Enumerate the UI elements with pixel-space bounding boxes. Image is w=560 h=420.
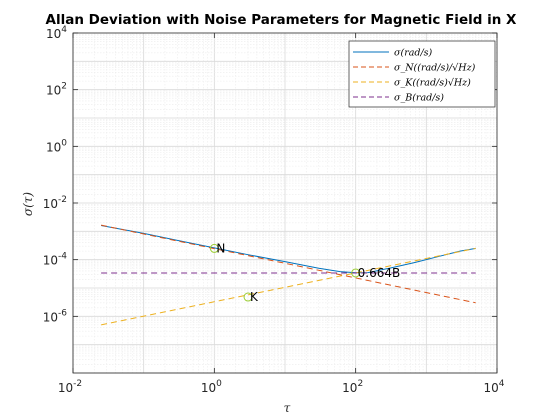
x-axis-label: τ [284,401,291,415]
series-layer [101,224,476,326]
legend: σ(rad/s) σ_N((rad/s)/√Hz) σ_K((rad/s)√Hz) σ… [348,40,496,108]
y-tick-label-3: 10-2 [43,195,67,211]
series-line-2 [101,224,476,304]
y-tick-label-4: 100 [46,138,67,154]
series-line-3 [101,247,476,326]
y-tick-label-1: 10-6 [43,308,68,324]
x-tick-label-4: 104 [483,379,504,395]
annotation-markers: N K 0.664B [209,241,401,304]
series-line-1 [101,225,476,274]
legend-label-3: σ_K((rad/s)√Hz) [394,78,471,89]
annotation-label-3: 0.664B [358,266,401,280]
axis-ticks: 10-2 100 102 104 10-6 10-4 10-2 100 102 104 [43,25,505,395]
x-tick-label-3: 102 [342,379,363,395]
y-tick-label-5: 102 [46,82,67,98]
annotation-label-1: N [216,241,225,255]
y-tick-label-2: 10-4 [43,252,68,268]
annotation-marker-3 [351,268,361,278]
legend-label-1: σ(rad/s) [394,48,433,59]
annotation-marker-2 [243,292,253,302]
y-axis-label: σ(τ) [21,192,35,217]
x-tick-label-1: 10-2 [58,379,82,395]
legend-label-2: σ_N((rad/s)/√Hz) [394,63,476,74]
annotation-label-2: K [250,290,259,304]
legend-label-4: σ_B(rad/s) [394,93,444,104]
x-tick-label-2: 100 [201,379,222,395]
y-tick-label-6: 104 [46,25,67,41]
chart-title: Allan Deviation with Noise Parameters fo… [46,12,517,28]
annotation-marker-1 [209,243,219,253]
